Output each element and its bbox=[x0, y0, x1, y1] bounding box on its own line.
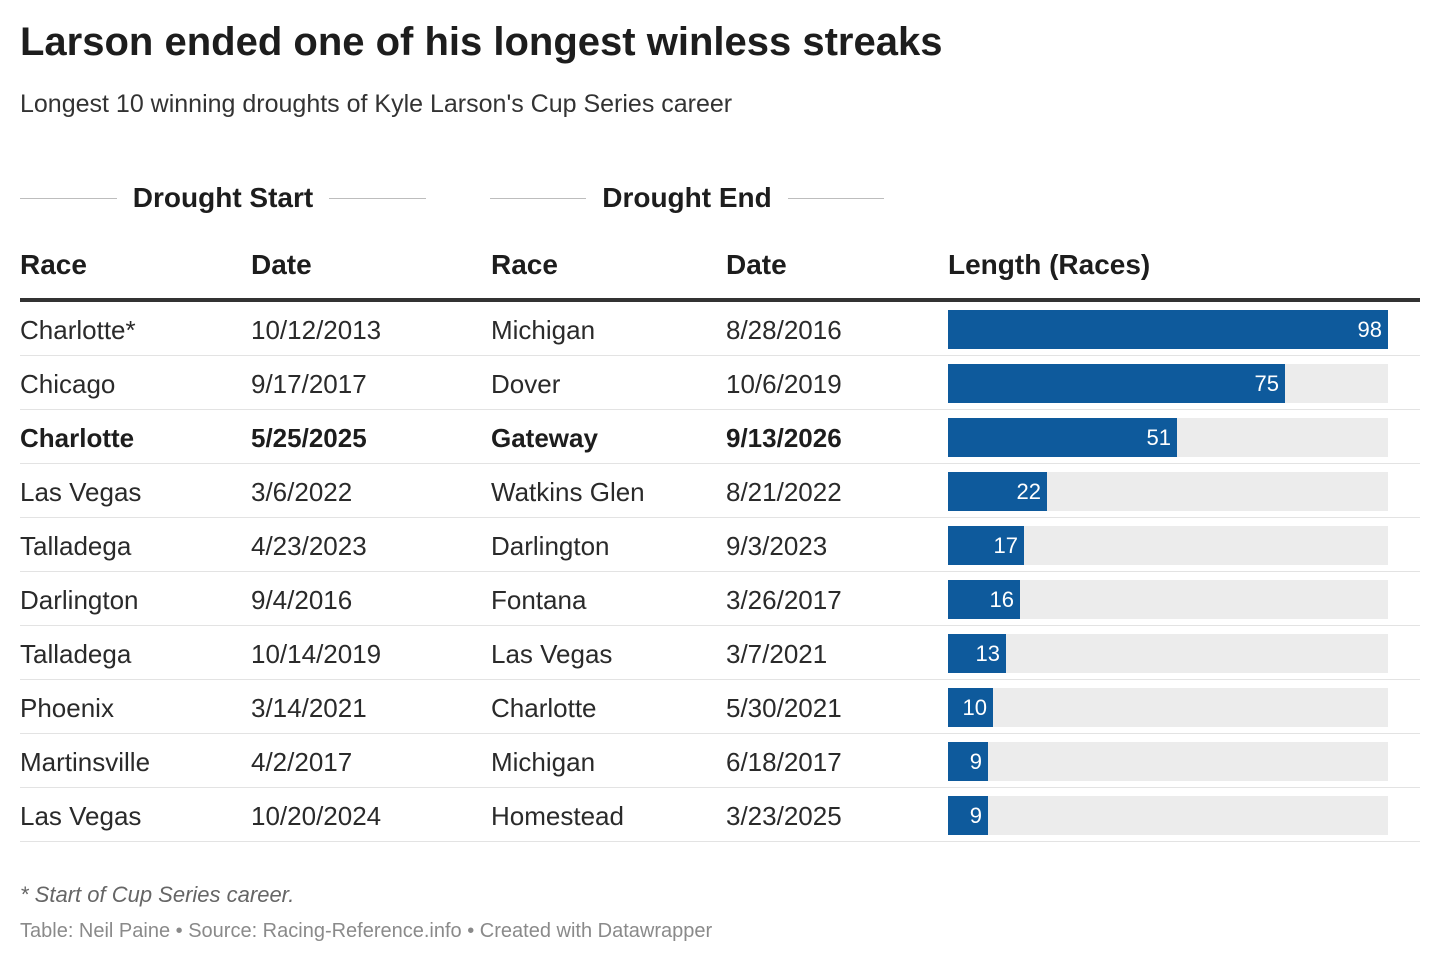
cell-end-race: Homestead bbox=[491, 801, 624, 831]
bar-value-label: 9 bbox=[969, 749, 982, 774]
table-row: Las Vegas 10/20/2024 Homestead 3/23/2025 9 bbox=[20, 788, 1420, 842]
cell-start-race: Las Vegas bbox=[20, 477, 142, 507]
group-rule-left bbox=[490, 197, 587, 199]
footnote: * Start of Cup Series career. bbox=[20, 882, 295, 907]
table-row: Charlotte 5/25/2025 Gateway 9/13/2026 51 bbox=[20, 410, 1420, 464]
group-header-drought-end: Drought End bbox=[490, 180, 884, 216]
table-row: Charlotte* 10/12/2013 Michigan 8/28/2016 98 bbox=[20, 302, 1420, 356]
column-header-start-date: Date bbox=[251, 249, 312, 280]
cell-start-date: 3/6/2022 bbox=[251, 477, 353, 507]
cell-start-date: 10/12/2013 bbox=[251, 315, 382, 345]
cell-end-date: 8/21/2022 bbox=[726, 477, 842, 507]
cell-end-date: 3/23/2025 bbox=[726, 801, 842, 831]
chart-subtitle: Longest 10 winning droughts of Kyle Lars… bbox=[20, 90, 733, 118]
bar-value-label: 16 bbox=[989, 587, 1014, 612]
cell-start-date: 9/4/2016 bbox=[251, 585, 353, 615]
cell-start-date: 10/14/2019 bbox=[251, 639, 382, 669]
cell-end-date: 8/28/2016 bbox=[726, 315, 842, 345]
bar-track: 10 bbox=[948, 688, 1388, 727]
group-header-drought-start: Drought Start bbox=[20, 180, 426, 216]
cell-start-date: 5/25/2025 bbox=[251, 423, 367, 453]
column-header-length: Length (Races) bbox=[948, 249, 1151, 280]
cell-end-race: Gateway bbox=[491, 423, 598, 453]
bar-track: 22 bbox=[948, 472, 1388, 511]
table-row: Chicago 9/17/2017 Dover 10/6/2019 75 bbox=[20, 356, 1420, 410]
column-header-end-race: Race bbox=[491, 249, 558, 280]
bar-value-label: 22 bbox=[1016, 479, 1041, 504]
cell-start-race: Las Vegas bbox=[20, 801, 142, 831]
bar-track: 75 bbox=[948, 364, 1388, 403]
bar-track: 9 bbox=[948, 796, 1388, 835]
table-row: Darlington 9/4/2016 Fontana 3/26/2017 16 bbox=[20, 572, 1420, 626]
cell-start-date: 10/20/2024 bbox=[251, 801, 382, 831]
cell-end-race: Michigan bbox=[491, 747, 596, 777]
bar-value-label: 10 bbox=[962, 695, 987, 720]
bar-value-label: 51 bbox=[1146, 425, 1171, 450]
group-rule-right bbox=[787, 197, 884, 199]
cell-start-date: 4/2/2017 bbox=[251, 747, 353, 777]
group-label-drought-start: Drought Start bbox=[132, 182, 314, 213]
group-rule-left bbox=[20, 197, 117, 199]
bar-length bbox=[948, 364, 1285, 403]
cell-end-date: 3/7/2021 bbox=[726, 639, 828, 669]
cell-start-date: 9/17/2017 bbox=[251, 369, 367, 399]
bar-value-label: 13 bbox=[975, 641, 1000, 666]
header-rule bbox=[20, 298, 1420, 302]
bar-value-label: 9 bbox=[969, 803, 982, 828]
bar-track: 9 bbox=[948, 742, 1388, 781]
bar-track: 98 bbox=[948, 310, 1388, 349]
cell-start-race: Charlotte bbox=[20, 423, 135, 453]
cell-end-date: 6/18/2017 bbox=[726, 747, 842, 777]
cell-end-date: 5/30/2021 bbox=[726, 693, 842, 723]
bar-length bbox=[948, 472, 1047, 511]
bar-length bbox=[948, 796, 988, 835]
bar-track: 16 bbox=[948, 580, 1388, 619]
credit-line: Table: Neil Paine • Source: Racing-Refer… bbox=[20, 920, 713, 942]
cell-end-race: Charlotte bbox=[491, 693, 597, 723]
table-row: Martinsville 4/2/2017 Michigan 6/18/2017 9 bbox=[20, 734, 1420, 788]
cell-end-race: Las Vegas bbox=[491, 639, 613, 669]
bar-length bbox=[948, 526, 1024, 565]
bar-length bbox=[948, 634, 1006, 673]
table-row: Phoenix 3/14/2021 Charlotte 5/30/2021 10 bbox=[20, 680, 1420, 734]
cell-start-race: Talladega bbox=[20, 531, 132, 561]
group-label-drought-end: Drought End bbox=[602, 182, 772, 213]
bar-length bbox=[948, 310, 1388, 349]
cell-end-date: 9/13/2026 bbox=[726, 423, 842, 453]
cell-start-date: 4/23/2023 bbox=[251, 531, 367, 561]
table-row: Las Vegas 3/6/2022 Watkins Glen 8/21/2022 22 bbox=[20, 464, 1420, 518]
cell-start-race: Phoenix bbox=[20, 693, 114, 723]
bar-track: 13 bbox=[948, 634, 1388, 673]
cell-start-race: Darlington bbox=[20, 585, 139, 615]
table-row: Talladega 10/14/2019 Las Vegas 3/7/2021 13 bbox=[20, 626, 1420, 680]
table-body: Charlotte* 10/12/2013 Michigan 8/28/2016 98 C… bbox=[20, 302, 1420, 842]
bar-value-label: 75 bbox=[1254, 371, 1279, 396]
bar-length bbox=[948, 688, 993, 727]
cell-start-race: Talladega bbox=[20, 639, 132, 669]
cell-end-race: Michigan bbox=[491, 315, 596, 345]
bar-track: 51 bbox=[948, 418, 1388, 457]
bar-length bbox=[948, 580, 1020, 619]
bar-length bbox=[948, 418, 1177, 457]
cell-end-date: 10/6/2019 bbox=[726, 369, 842, 399]
cell-start-race: Charlotte* bbox=[20, 315, 136, 345]
bar-track: 17 bbox=[948, 526, 1388, 565]
cell-end-race: Dover bbox=[491, 369, 561, 399]
column-header-end-date: Date bbox=[726, 249, 787, 280]
bar-length bbox=[948, 742, 988, 781]
chart-title: Larson ended one of his longest winless … bbox=[20, 20, 943, 64]
cell-start-date: 3/14/2021 bbox=[251, 693, 367, 723]
cell-start-race: Chicago bbox=[20, 369, 116, 399]
cell-end-date: 3/26/2017 bbox=[726, 585, 842, 615]
column-header-start-race: Race bbox=[20, 249, 87, 280]
bar-value-label: 17 bbox=[993, 533, 1018, 558]
cell-end-race: Darlington bbox=[491, 531, 610, 561]
cell-end-race: Fontana bbox=[491, 585, 587, 615]
bar-value-label: 98 bbox=[1357, 317, 1382, 342]
cell-end-date: 9/3/2023 bbox=[726, 531, 828, 561]
group-rule-right bbox=[329, 197, 426, 199]
cell-start-race: Martinsville bbox=[20, 747, 151, 777]
cell-end-race: Watkins Glen bbox=[491, 477, 645, 507]
table-row: Talladega 4/23/2023 Darlington 9/3/2023 17 bbox=[20, 518, 1420, 572]
